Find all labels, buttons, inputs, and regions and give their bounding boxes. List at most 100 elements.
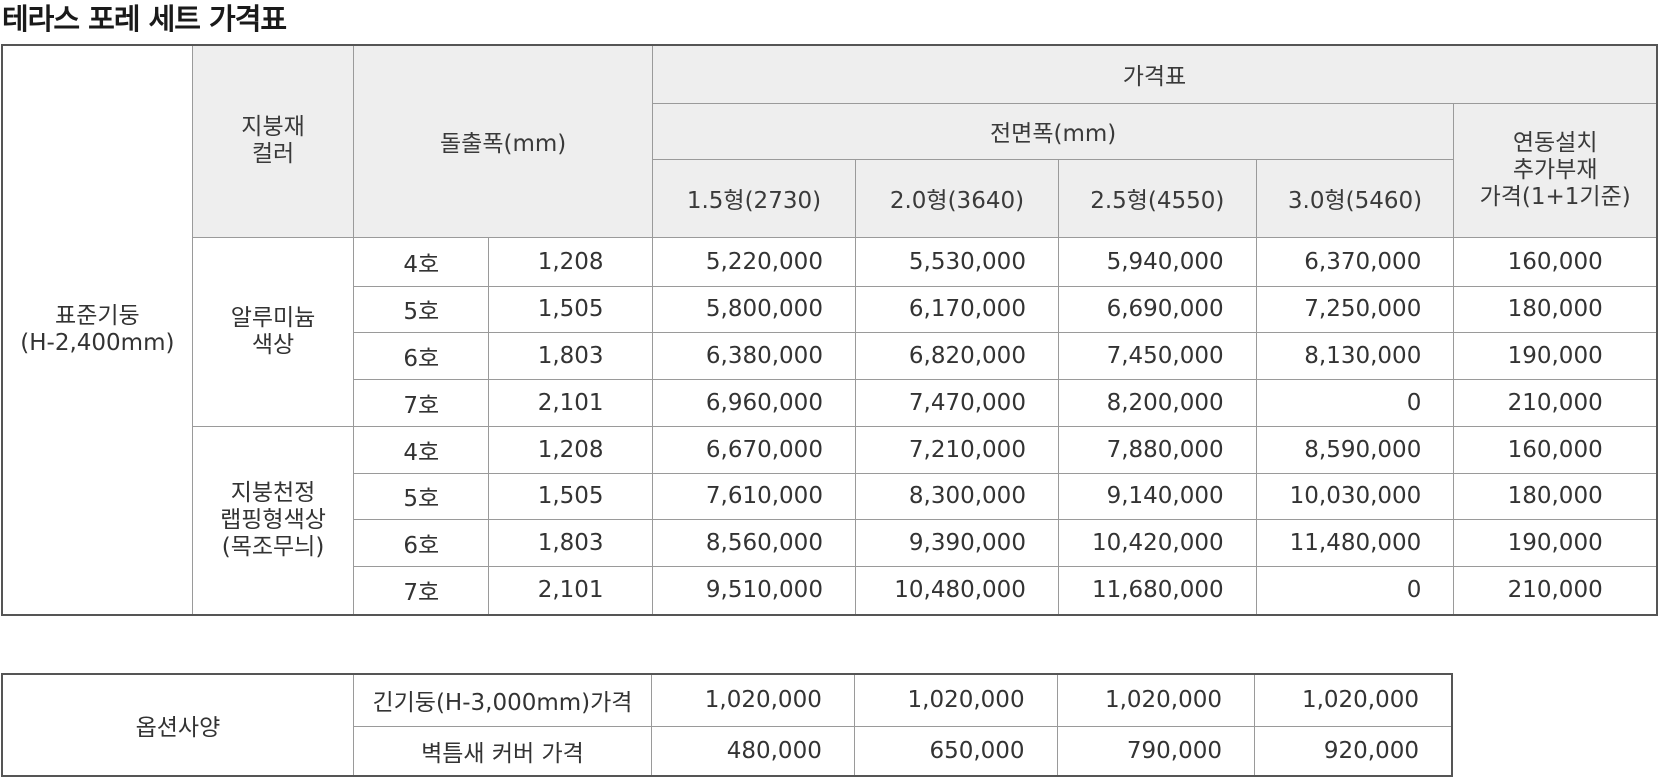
model-no-cell: 4호 [353, 236, 490, 287]
option-price-cell: 790,000 [1056, 725, 1256, 777]
table-row: 6호 1,803 6,380,000 6,820,000 7,450,000 8… [2, 331, 1658, 380]
table-row: 6호 1,803 8,560,000 9,390,000 10,420,000 … [2, 518, 1658, 567]
price-cell: 6,670,000 [651, 425, 856, 474]
price-cell: 7,250,000 [1255, 285, 1455, 333]
price-cell: 10,030,000 [1255, 472, 1455, 520]
option-name-cell: 긴기둥(H-3,000mm)가격 [352, 673, 653, 727]
post-type-label: 표준기둥 [55, 303, 140, 329]
color-group-line: 랩핑형색상 [220, 506, 326, 533]
price-cell: 0 [1255, 378, 1455, 427]
price-table-header: 가격표 [651, 44, 1658, 104]
price-cell: 6,370,000 [1255, 236, 1455, 287]
color-group-line: 색상 [251, 331, 295, 358]
color-group-line: (목조무늬) [221, 533, 325, 560]
option-label-cell: 옵션사양 [1, 673, 354, 777]
option-price-cell: 1,020,000 [651, 673, 855, 727]
option-price-cell: 1,020,000 [1056, 673, 1256, 727]
option-price-cell: 1,020,000 [853, 673, 1058, 727]
option-name-cell: 벽틈새 커버 가격 [352, 725, 653, 777]
price-cell: 8,300,000 [854, 472, 1059, 520]
post-type-cell: 표준기둥 (H-2,400mm) [1, 44, 193, 616]
front-width-header: 전면폭(mm) [651, 102, 1455, 160]
price-cell: 5,530,000 [854, 236, 1059, 287]
option-table: 옵션사양 긴기둥(H-3,000mm)가격 1,020,000 1,020,00… [1, 673, 1453, 777]
table-row: 옵션사양 긴기둥(H-3,000mm)가격 1,020,000 1,020,00… [1, 673, 1453, 777]
price-cell: 0 [1255, 565, 1455, 616]
price-cell: 10,420,000 [1057, 518, 1257, 567]
price-cell: 10,480,000 [854, 565, 1059, 616]
price-cell: 8,200,000 [1057, 378, 1257, 427]
price-cell: 7,450,000 [1057, 331, 1257, 380]
model-no-cell: 7호 [353, 378, 490, 427]
model-no-cell: 7호 [353, 565, 490, 616]
option-price-cell: 1,020,000 [1254, 673, 1453, 727]
option-price-cell: 650,000 [853, 725, 1058, 777]
price-cell: 6,820,000 [854, 331, 1059, 380]
price-cell: 7,210,000 [854, 425, 1059, 474]
linked-price-cell: 210,000 [1453, 565, 1658, 616]
projection-cell: 1,208 [488, 425, 653, 474]
price-cell: 7,470,000 [854, 378, 1059, 427]
price-cell: 11,680,000 [1057, 565, 1257, 616]
price-cell: 6,960,000 [651, 378, 856, 427]
model-no-cell: 5호 [353, 285, 490, 333]
page-title: 테라스 포레 세트 가격표 [2, 2, 287, 36]
roof-color-header-line1: 지붕재 [241, 114, 305, 141]
linked-price-cell: 210,000 [1453, 378, 1658, 427]
projection-cell: 1,208 [488, 236, 653, 287]
linked-install-header-line3: 가격(1+1기준) [1479, 183, 1631, 210]
projection-header: 돌출폭(mm) [353, 44, 653, 238]
projection-cell: 1,505 [488, 285, 653, 333]
linked-price-cell: 190,000 [1453, 331, 1658, 380]
price-cell: 8,590,000 [1255, 425, 1455, 474]
linked-install-header: 연동설치 추가부재 가격(1+1기준) [1453, 102, 1658, 238]
roof-color-header: 지붕재 컬러 [191, 44, 355, 238]
roof-color-header-line2: 컬러 [251, 141, 295, 168]
size-header: 2.5형(4550) [1057, 158, 1257, 238]
projection-cell: 1,803 [488, 518, 653, 567]
option-price-cell: 480,000 [651, 725, 855, 777]
projection-cell: 1,505 [488, 472, 653, 520]
projection-cell: 2,101 [488, 378, 653, 427]
price-cell: 9,510,000 [651, 565, 856, 616]
linked-price-cell: 180,000 [1453, 285, 1658, 333]
linked-install-header-line1: 연동설치 [1512, 129, 1598, 156]
linked-price-cell: 190,000 [1453, 518, 1658, 567]
color-group-cell: 알루미늄 색상 [191, 236, 355, 427]
price-cell: 8,130,000 [1255, 331, 1455, 380]
option-price-cell: 920,000 [1254, 725, 1453, 777]
table-row: 지붕천정 랩핑형색상 (목조무늬) 4호 1,208 6,670,000 7,2… [2, 425, 1658, 616]
color-group-cell: 지붕천정 랩핑형색상 (목조무늬) [191, 425, 355, 616]
model-no-cell: 6호 [353, 518, 490, 567]
projection-cell: 2,101 [488, 565, 653, 616]
table-row: 7호 2,101 9,510,000 10,480,000 11,680,000… [2, 565, 1658, 616]
price-cell: 6,690,000 [1057, 285, 1257, 333]
linked-price-cell: 180,000 [1453, 472, 1658, 520]
price-cell: 7,880,000 [1057, 425, 1257, 474]
color-group-line: 알루미늄 [230, 304, 316, 331]
price-cell: 9,390,000 [854, 518, 1059, 567]
size-header: 3.0형(5460) [1255, 158, 1455, 238]
price-cell: 11,480,000 [1255, 518, 1455, 567]
price-cell: 9,140,000 [1057, 472, 1257, 520]
size-header: 2.0형(3640) [854, 158, 1059, 238]
price-cell: 7,610,000 [651, 472, 856, 520]
price-cell: 6,170,000 [854, 285, 1059, 333]
post-type-height: (H-2,400mm) [20, 330, 175, 356]
price-table: 표준기둥 (H-2,400mm) 지붕재 컬러 돌출폭(mm) 가격표 전면폭(… [1, 44, 1658, 616]
model-no-cell: 4호 [353, 425, 490, 474]
model-no-cell: 5호 [353, 472, 490, 520]
projection-cell: 1,803 [488, 331, 653, 380]
price-cell: 6,380,000 [651, 331, 856, 380]
size-header: 1.5형(2730) [651, 158, 856, 238]
linked-price-cell: 160,000 [1453, 236, 1658, 287]
linked-install-header-line2: 추가부재 [1512, 156, 1598, 183]
price-cell: 8,560,000 [651, 518, 856, 567]
price-cell: 5,800,000 [651, 285, 856, 333]
color-group-line: 지붕천정 [230, 479, 316, 506]
price-cell: 5,940,000 [1057, 236, 1257, 287]
linked-price-cell: 160,000 [1453, 425, 1658, 474]
table-row: 7호 2,101 6,960,000 7,470,000 8,200,000 0… [2, 378, 1658, 427]
price-cell: 5,220,000 [651, 236, 856, 287]
model-no-cell: 6호 [353, 331, 490, 380]
